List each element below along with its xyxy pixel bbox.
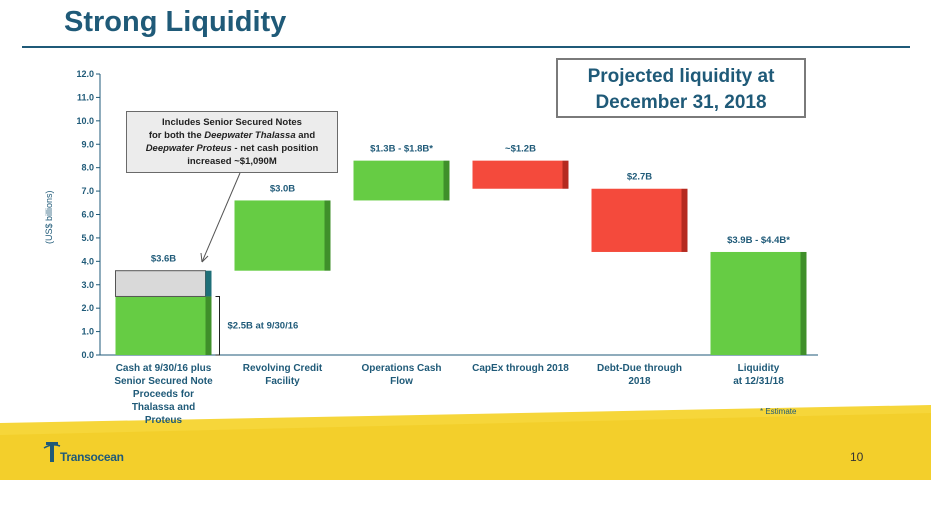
estimate-note: * Estimate: [760, 407, 797, 416]
bar-edge-6: [800, 251, 807, 355]
callout-line-4: increased ~$1,090M: [187, 156, 277, 167]
category-label-line: Thalassa and: [131, 402, 196, 413]
bar-edge-0: [205, 296, 212, 355]
page-number: 10: [850, 450, 864, 464]
category-label-line: Debt-Due through: [597, 363, 682, 374]
y-tick-label: 6.0: [81, 210, 94, 220]
projected-line-1: Projected liquidity at: [587, 66, 775, 87]
data-label-6: $3.9B - $4.4B*: [727, 235, 790, 246]
category-label: Debt-Due through 2018: [580, 362, 700, 388]
y-axis-label: (US$ billions): [44, 190, 54, 244]
category-label-line: Liquidity: [737, 363, 780, 374]
bar-4: [472, 160, 563, 189]
bar-2: [234, 200, 325, 271]
transocean-logo-icon: [43, 442, 61, 462]
category-label-line: Proteus: [144, 415, 183, 426]
data-label-3: $1.3B - $1.8B*: [370, 144, 433, 155]
y-tick-label: 2.0: [81, 303, 94, 313]
bar-5: [591, 188, 682, 252]
title-rule: [22, 46, 910, 48]
category-label: Revolving Credit Facility: [223, 362, 343, 388]
y-tick-label: 5.0: [81, 233, 94, 243]
bar-1: [115, 270, 206, 297]
arrow-head-icon: [200, 252, 209, 263]
category-label: Cash at 9/30/16 plus Senior Secured Note P…: [104, 362, 224, 427]
category-label-line: Flow: [390, 376, 413, 387]
projected-liquidity-box: Projected liquidity at December 31, 2018: [556, 58, 806, 118]
page-title: Strong Liquidity: [64, 6, 287, 38]
data-label-1: $3.6B: [151, 254, 176, 265]
bar-edge-2: [324, 200, 331, 271]
category-label-line: Proceeds for: [132, 389, 195, 400]
category-label-line: Operations Cash: [361, 363, 442, 374]
callout-line-3a: Deepwater Proteus: [145, 143, 232, 154]
y-tick-label: 0.0: [81, 350, 94, 360]
bar-edge-3: [443, 160, 450, 201]
callout-pointer: [201, 172, 241, 263]
y-tick-label: 7.0: [81, 186, 94, 196]
category-label: Liquidity at 12/31/18: [699, 362, 819, 388]
data-label-2: $3.0B: [270, 183, 295, 194]
y-tick-label: 4.0: [81, 256, 94, 266]
data-label-5: $2.7B: [627, 172, 652, 183]
category-label: Operations Cash Flow: [342, 362, 462, 388]
bracket-line: [215, 295, 220, 356]
data-label-4: ~$1.2B: [505, 144, 536, 155]
bar-3: [353, 160, 444, 201]
bar-6: [710, 251, 801, 355]
category-label-line: Revolving Credit: [242, 363, 323, 374]
callout-line-2: for both the Deepwater Thalassa and: [127, 129, 337, 142]
category-label-line: Senior Secured Note: [114, 376, 213, 387]
callout-line-3b: - net cash position: [231, 143, 319, 154]
y-tick-label: 9.0: [81, 139, 94, 149]
callout-line-2a: for both the: [148, 130, 205, 141]
bar-0: [115, 296, 206, 355]
callout-line-2c: and: [295, 130, 316, 141]
y-tick-label: 12.0: [76, 69, 94, 79]
category-label-line: Cash at 9/30/16 plus: [115, 363, 212, 374]
bar-edge-4: [562, 160, 569, 189]
bracket-label: $2.5B at 9/30/16: [228, 321, 299, 332]
y-tick-label: 3.0: [81, 280, 94, 290]
callout-line-3: Deepwater Proteus - net cash position: [127, 142, 337, 155]
bar-edge-5: [681, 188, 688, 252]
category-label-line: CapEx through 2018: [472, 363, 569, 374]
category-label-line: 2018: [628, 376, 651, 387]
callout-line-2b: Deepwater Thalassa: [204, 130, 296, 141]
projected-line-2: December 31, 2018: [595, 92, 767, 113]
category-label: CapEx through 2018: [461, 362, 581, 375]
y-tick-label: 1.0: [81, 327, 94, 337]
y-tick-label: 10.0: [76, 116, 94, 126]
category-label-line: Facility: [265, 376, 300, 387]
logo-text: Transocean: [60, 450, 124, 464]
category-label-line: at 12/31/18: [733, 376, 784, 387]
y-tick-label: 11.0: [77, 92, 94, 102]
y-tick-label: 8.0: [81, 163, 94, 173]
callout-line-1: Includes Senior Secured Notes: [162, 117, 302, 128]
bar-edge-1: [205, 270, 212, 297]
senior-notes-callout: Includes Senior Secured Notes for both t…: [126, 111, 338, 173]
footer-band: [0, 405, 931, 480]
